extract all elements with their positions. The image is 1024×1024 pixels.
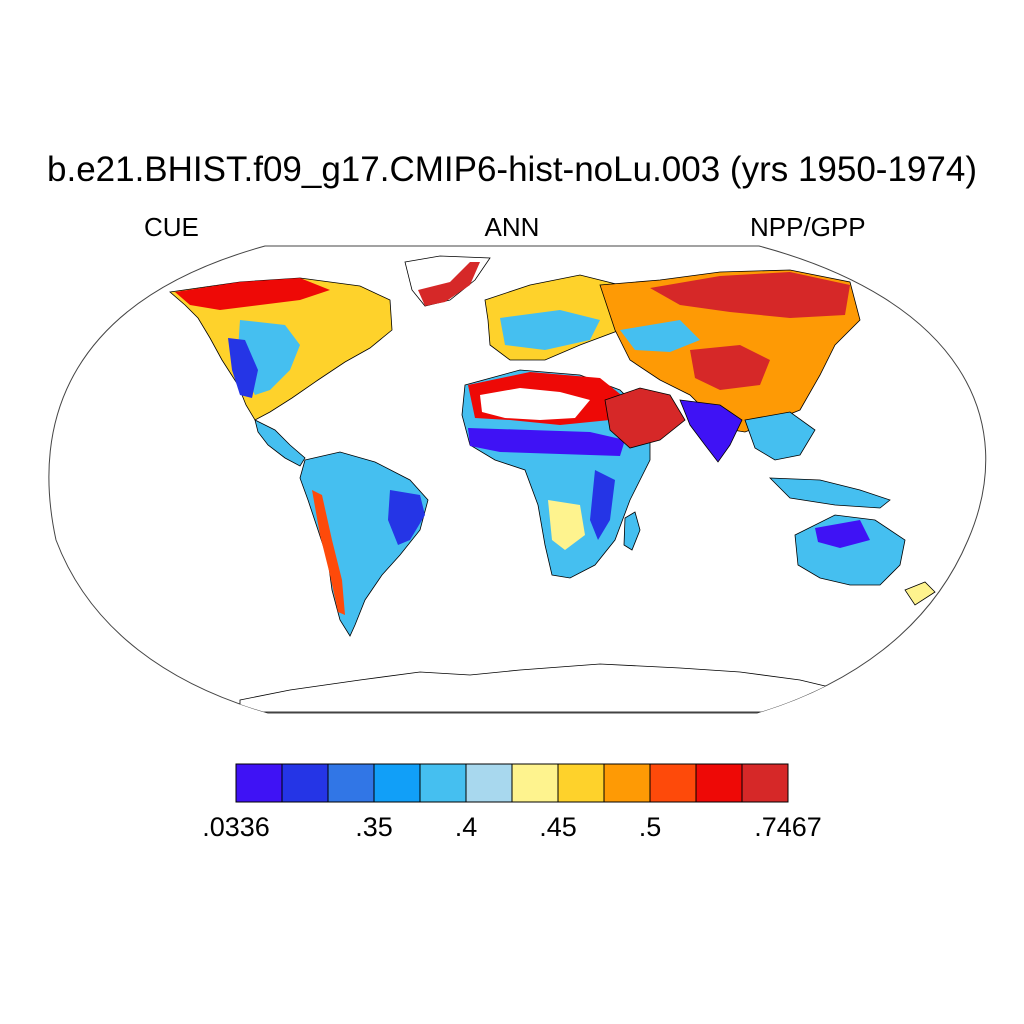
colorbar-swatch — [235, 763, 283, 803]
colorbar-swatch — [557, 763, 605, 803]
colorbar-swatch — [511, 763, 559, 803]
colorbar-swatch — [373, 763, 421, 803]
india-region — [679, 399, 743, 463]
right-string: NPP/GPP — [750, 212, 866, 242]
indonesia-region — [768, 477, 891, 509]
australia-north — [815, 520, 870, 548]
colorbar-tick-label: .7467 — [754, 812, 822, 842]
sahel-band — [468, 428, 625, 456]
colorbar-swatch — [649, 763, 697, 803]
arabia-region — [604, 387, 686, 449]
asia-blue-belt — [620, 320, 700, 352]
south-america-andes — [312, 490, 345, 615]
colorbar-swatch — [741, 763, 789, 803]
new-zealand — [904, 581, 936, 606]
south-america-east — [388, 490, 425, 545]
left-string: CUE — [144, 212, 199, 242]
colorbar-tick-label: .5 — [638, 812, 662, 842]
north-america-north-band — [175, 278, 330, 310]
greenland-edge — [418, 262, 480, 306]
europe-central — [500, 310, 600, 350]
colorbar-swatch — [281, 763, 329, 803]
central-america-region — [254, 419, 306, 467]
colorbar-swatch — [603, 763, 651, 803]
colorbar-swatch — [465, 763, 513, 803]
central-asia-red — [690, 345, 770, 390]
center-string: ANN — [484, 212, 540, 242]
sahara-white — [480, 388, 590, 420]
madagascar — [623, 511, 641, 551]
colorbar-swatch — [695, 763, 743, 803]
colorbar-tick-label: .4 — [454, 812, 478, 842]
colorbar-tick-label: .35 — [355, 812, 393, 842]
colorbar-tick-label: .45 — [539, 812, 577, 842]
north-america-west — [228, 338, 258, 398]
southern-africa-yellow — [548, 500, 585, 550]
colorbar-swatch — [419, 763, 467, 803]
colorbar-swatch — [327, 763, 375, 803]
map-title: b.e21.BHIST.f09_g17.CMIP6-hist-noLu.003 … — [47, 150, 977, 189]
east-africa-band — [590, 470, 615, 540]
siberia-red — [650, 272, 850, 318]
southeast-asia-region — [744, 411, 816, 461]
colorbar-tick-label: .0336 — [202, 812, 270, 842]
